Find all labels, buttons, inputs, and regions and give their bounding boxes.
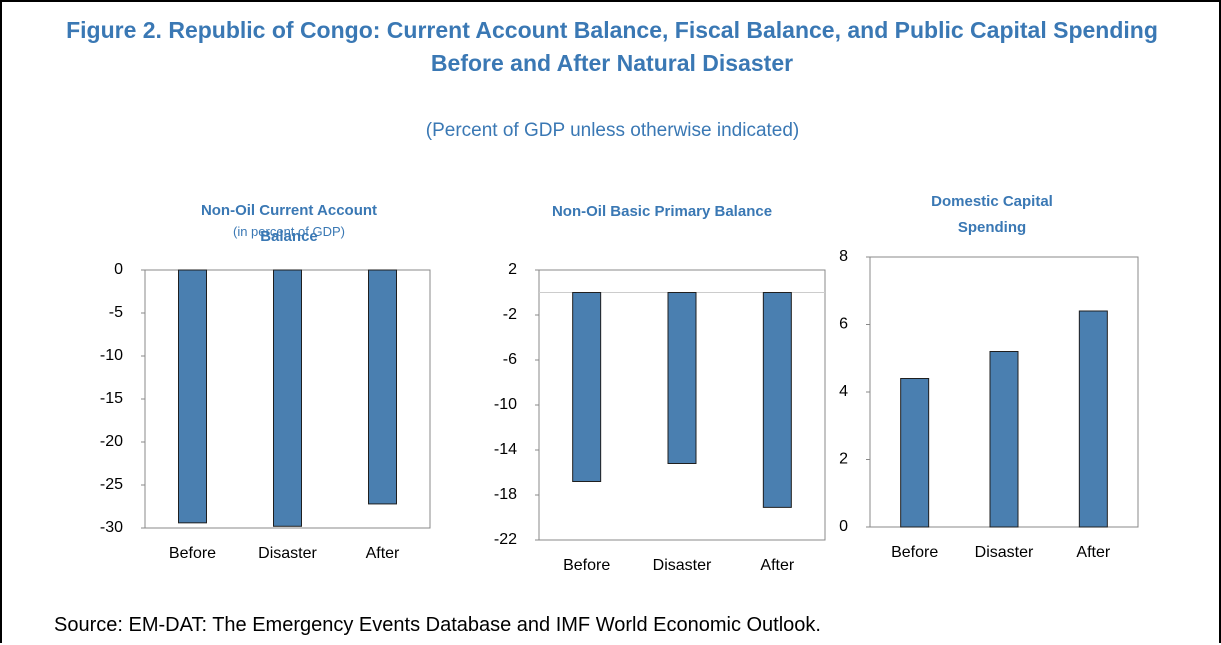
y-tick-label: -18	[494, 486, 517, 503]
y-tick-label: -14	[494, 441, 517, 458]
y-tick-label: 2	[839, 451, 848, 468]
x-tick-label: Disaster	[975, 544, 1034, 561]
chart-title: Non-Oil Basic Primary Balance	[551, 203, 773, 220]
y-tick-label: -20	[100, 433, 123, 450]
y-tick-label: -10	[494, 396, 517, 413]
x-tick-label: After	[760, 557, 794, 574]
bar	[273, 269, 302, 527]
y-tick-label: -30	[100, 519, 123, 536]
bar	[368, 269, 397, 505]
y-tick-label: -10	[100, 347, 123, 364]
chart-title: Non-Oil Current Account Balance	[200, 202, 378, 245]
y-tick-label: -22	[494, 531, 517, 548]
bar	[178, 269, 207, 524]
figure-subtitle: (Percent of GDP unless otherwise indicat…	[425, 120, 800, 141]
y-tick-label: -25	[100, 476, 123, 493]
x-tick-label: Disaster	[653, 557, 712, 574]
y-tick-label: 6	[839, 316, 848, 333]
x-tick-label: Before	[169, 545, 216, 562]
chart-title: Domestic Capital Spending	[931, 193, 1053, 236]
x-tick-label: Before	[891, 544, 938, 561]
y-tick-label: -5	[109, 304, 123, 321]
y-tick-label: 2	[508, 261, 517, 278]
x-tick-label: Disaster	[258, 545, 317, 562]
x-tick-label: After	[366, 545, 400, 562]
y-tick-label: 4	[839, 383, 848, 400]
bar	[667, 292, 697, 464]
bar	[572, 292, 602, 482]
y-tick-label: 0	[114, 261, 123, 278]
y-tick-label: -2	[503, 306, 517, 323]
figure-title: Figure 2. Republic of Congo: Current Acc…	[66, 17, 1158, 76]
chart-subtitle: (in percent of GDP)	[233, 224, 345, 239]
y-tick-label: 0	[839, 518, 848, 535]
y-tick-label: -6	[503, 351, 517, 368]
bar	[900, 378, 930, 528]
bar	[762, 292, 792, 508]
source-note: Source: EM-DAT: The Emergency Events Dat…	[54, 614, 821, 636]
x-tick-label: After	[1076, 544, 1110, 561]
y-tick-label: 8	[839, 248, 848, 265]
y-tick-label: -15	[100, 390, 123, 407]
x-tick-label: Before	[563, 557, 610, 574]
bar	[989, 351, 1019, 528]
bar	[1078, 310, 1108, 528]
